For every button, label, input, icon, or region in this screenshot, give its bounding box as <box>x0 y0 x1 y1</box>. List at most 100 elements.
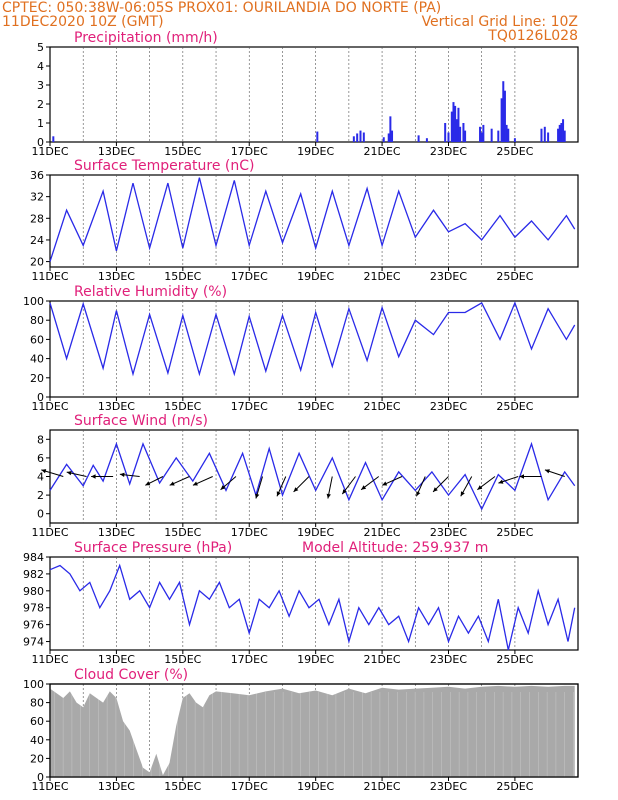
pressure-xtick-label: 13DEC <box>98 653 135 666</box>
precip-bar <box>490 128 493 142</box>
precip-xtick-label: 15DEC <box>164 145 201 158</box>
precip-bar <box>459 126 462 142</box>
precip-title: Precipitation (mm/h) <box>74 30 218 46</box>
precip-bar <box>562 119 565 142</box>
precip-bar <box>389 116 392 142</box>
wind-vector-head <box>477 485 483 490</box>
cloud-xtick-label: 19DEC <box>297 780 334 793</box>
pressure-ytick-label: 976 <box>23 619 44 632</box>
pressure-title: Surface Pressure (hPa) <box>74 540 232 556</box>
precip-bar <box>497 130 500 142</box>
wind-vector-head <box>66 471 72 476</box>
temperature-xtick-label: 11DEC <box>31 270 68 283</box>
pressure-xtick-label: 11DEC <box>31 653 68 666</box>
header-model-id: TQ0126L028 <box>487 28 578 44</box>
wind-xtick-label: 15DEC <box>164 526 201 539</box>
precip-bar <box>444 123 447 142</box>
wind-panel: 0 2 4 6 8 11DEC 13DEC 15DEC 17DEC 19DEC 21DEC 23DEC… <box>31 413 579 539</box>
wind-xtick-label: 23DEC <box>430 526 467 539</box>
precip-bar <box>464 130 467 142</box>
cloud-xtick-label: 13DEC <box>98 780 135 793</box>
wind-vector-head <box>293 487 299 492</box>
temperature-ytick-label: 24 <box>30 234 44 247</box>
precip-bar <box>540 128 543 142</box>
wind-xtick-label: 21DEC <box>364 526 401 539</box>
temperature-ytick-label: 36 <box>30 169 44 182</box>
precip-xtick-label: 17DEC <box>231 145 268 158</box>
pressure-xtick-label: 21DEC <box>364 653 401 666</box>
humidity-ytick-label: 80 <box>30 314 44 327</box>
temperature-series-line <box>49 177 576 262</box>
precip-bar <box>507 128 510 142</box>
pressure-ytick-label: 984 <box>23 551 44 564</box>
humidity-ytick-label: 100 <box>23 295 44 308</box>
temperature-frame <box>49 174 579 268</box>
temperature-panel: 20 24 28 32 36 11DEC 13DEC 15DEC 17DEC 19DEC 21DEC… <box>30 158 579 283</box>
pressure-ytick-label: 974 <box>23 636 44 649</box>
cloud-ytick-label: 20 <box>30 752 44 765</box>
pressure-xtick-label: 15DEC <box>164 653 201 666</box>
precip-xtick-label: 13DEC <box>98 145 135 158</box>
humidity-panel: 0 20 40 60 80 100 11DEC 13DEC 15DEC 17DEC 19DEC 21D… <box>23 284 579 413</box>
cloud-panel: 0 20 40 60 80 100 11DEC 13DEC 15DEC 17DEC 19DEC 21D… <box>23 667 579 793</box>
header-grid-note: Vertical Grid Line: 10Z <box>422 14 578 30</box>
cloud-title: Cloud Cover (%) <box>74 667 188 683</box>
humidity-xtick-label: 25DEC <box>496 400 533 413</box>
precip-bar <box>547 132 550 142</box>
precip-ytick-label: 4 <box>37 60 44 73</box>
cloud-ytick-label: 0 <box>37 771 44 784</box>
cloud-frame-overlay <box>49 683 579 778</box>
pressure-xtick-label: 25DEC <box>496 653 533 666</box>
precip-bar <box>560 123 563 142</box>
humidity-xtick-label: 13DEC <box>98 400 135 413</box>
temperature-xtick-label: 19DEC <box>297 270 334 283</box>
wind-vector-head <box>519 474 524 479</box>
precip-ytick-label: 3 <box>37 79 44 92</box>
pressure-annotation: Model Altitude: 259.937 m <box>302 540 488 556</box>
header-date: 11DEC2020 10Z (GMT) <box>2 14 164 30</box>
cloud-ytick-label: 80 <box>30 697 44 710</box>
precip-xtick-label: 23DEC <box>430 145 467 158</box>
humidity-xtick-label: 11DEC <box>31 400 68 413</box>
wind-vector-head <box>119 472 125 477</box>
cloud-xtick-label: 25DEC <box>496 780 533 793</box>
precip-bar <box>362 132 365 142</box>
precip-bar <box>359 130 362 142</box>
precip-bar <box>462 123 465 142</box>
wind-vector-head <box>91 474 96 479</box>
wind-vector-head <box>544 469 550 474</box>
wind-vector-head <box>41 469 47 474</box>
temperature-ytick-label: 28 <box>30 212 44 225</box>
cloud-xtick-label: 15DEC <box>164 780 201 793</box>
cloud-area <box>50 685 575 777</box>
wind-series-line <box>49 441 576 511</box>
wind-vector-head <box>460 491 465 497</box>
precip-bar <box>316 131 319 142</box>
pressure-ytick-label: 978 <box>23 602 44 615</box>
humidity-xtick-label: 15DEC <box>164 400 201 413</box>
precip-bar <box>513 138 516 142</box>
temperature-xtick-label: 15DEC <box>164 270 201 283</box>
precip-bar <box>503 90 506 142</box>
temperature-xtick-label: 25DEC <box>496 270 533 283</box>
precip-ytick-label: 2 <box>37 98 44 111</box>
pressure-xtick-label: 19DEC <box>297 653 334 666</box>
wind-vector-head <box>276 491 281 497</box>
wind-vector-head <box>361 485 367 490</box>
humidity-ytick-label: 60 <box>30 333 44 346</box>
cloud-xtick-label: 23DEC <box>430 780 467 793</box>
humidity-xtick-label: 17DEC <box>231 400 268 413</box>
temperature-xtick-label: 13DEC <box>98 270 135 283</box>
wind-vector-head <box>382 481 388 486</box>
precip-bar <box>558 124 561 142</box>
precip-xtick-label: 21DEC <box>364 145 401 158</box>
wind-xtick-label: 19DEC <box>297 526 334 539</box>
temperature-ytick-label: 32 <box>30 191 44 204</box>
pressure-panel: 974 976 978 980 982 984 11DEC 13DEC 15DEC 17DEC 19… <box>23 540 579 666</box>
precip-bar <box>482 124 485 142</box>
precip-frame <box>49 46 579 143</box>
wind-vector-head <box>416 491 421 497</box>
precip-ytick-label: 0 <box>37 136 44 149</box>
precip-bar <box>563 130 566 142</box>
panels: 0 1 2 3 4 5 11DEC 13DEC 15DEC 17DEC 19DEC 21DEC 23DE… <box>23 30 579 793</box>
